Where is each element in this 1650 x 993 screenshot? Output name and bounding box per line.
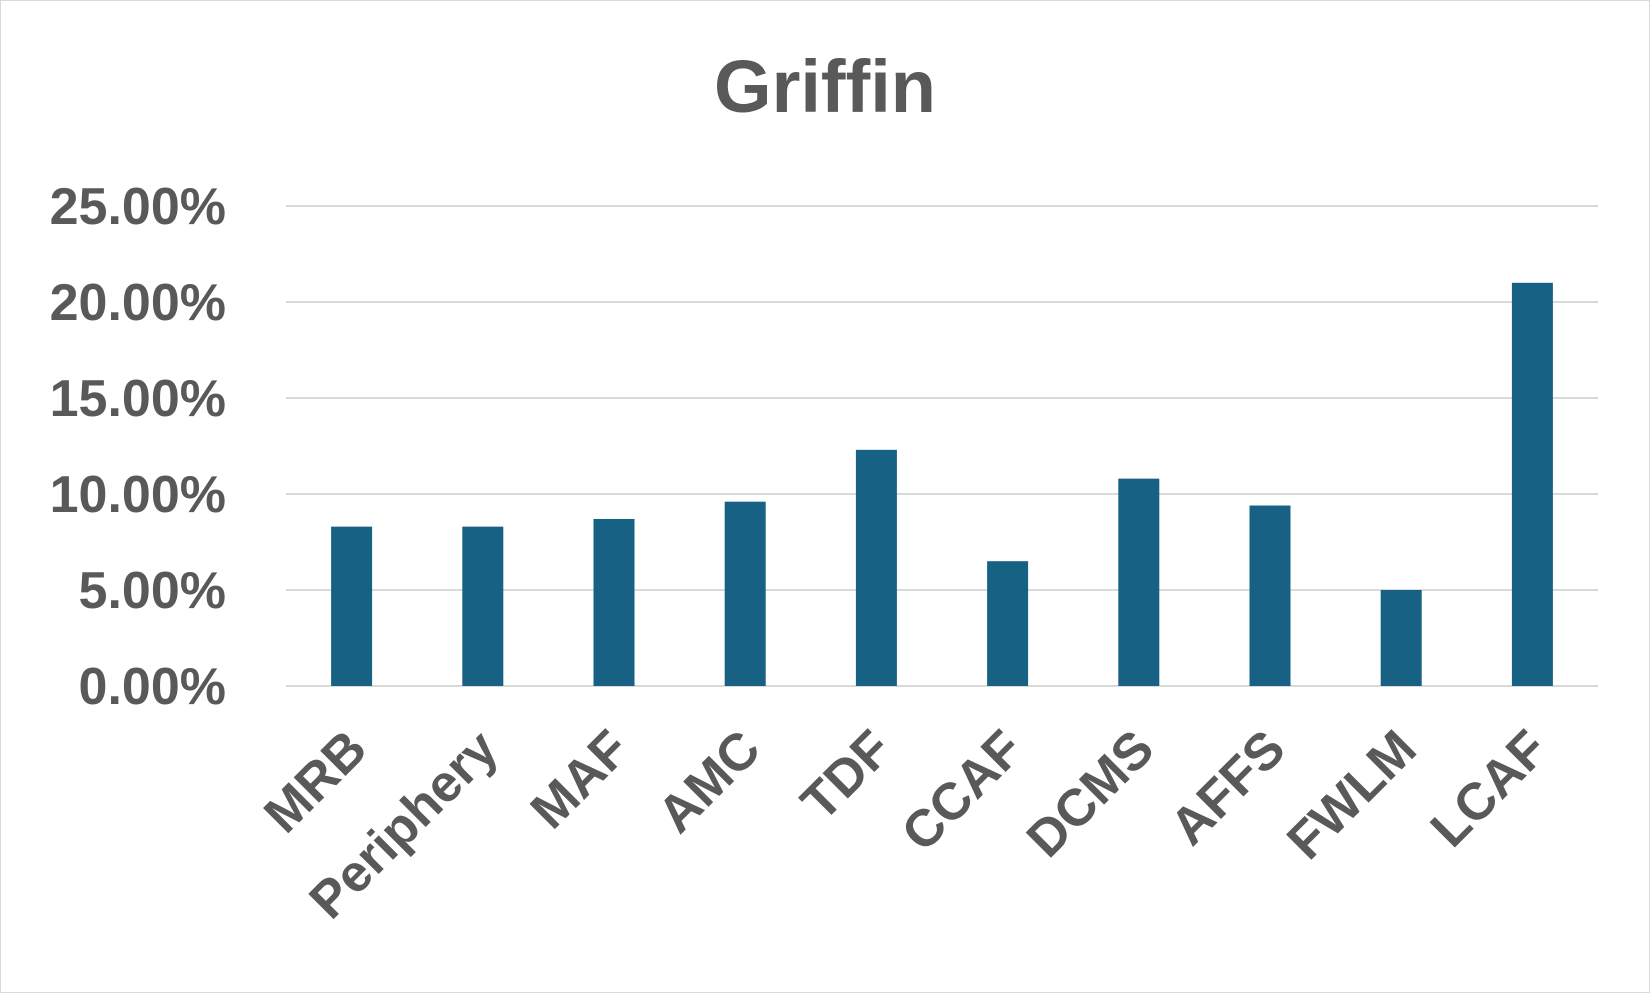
bar-mrb xyxy=(331,526,373,686)
y-tick-label: 10.00% xyxy=(50,466,226,524)
x-tick-label: AFFS xyxy=(1159,719,1296,856)
bar-dcms xyxy=(1118,478,1160,686)
bar-maf xyxy=(593,518,635,686)
bar-periphery xyxy=(462,526,504,686)
x-tick-label: LCAF xyxy=(1420,719,1559,858)
chart-title: Griffin xyxy=(714,45,936,128)
x-tick-label: TDF xyxy=(790,719,902,831)
bar-amc xyxy=(724,501,766,686)
bar-tdf xyxy=(855,449,897,686)
x-tick-label: AMC xyxy=(647,719,772,844)
bar-affs xyxy=(1249,505,1291,686)
x-tick-label: DCMS xyxy=(1016,719,1165,868)
y-tick-label: 0.00% xyxy=(79,658,226,716)
x-tick-label: FWLM xyxy=(1276,719,1427,870)
y-tick-label: 20.00% xyxy=(50,274,226,332)
y-tick-label: 15.00% xyxy=(50,370,226,428)
bar-lcaf xyxy=(1511,282,1553,686)
y-axis: 0.00% 5.00% 10.00% 15.00% 20.00% 25.00% xyxy=(50,178,226,716)
x-tick-label: CCAF xyxy=(891,719,1034,862)
y-tick-label: 5.00% xyxy=(79,562,226,620)
bar-fwlm xyxy=(1380,590,1422,686)
y-tick-label: 25.00% xyxy=(50,178,226,236)
x-tick-label: MAF xyxy=(520,719,641,840)
bars xyxy=(331,282,1553,686)
x-tick-label: MRB xyxy=(253,719,378,844)
bar-ccaf xyxy=(987,561,1029,686)
gridlines xyxy=(286,205,1598,687)
